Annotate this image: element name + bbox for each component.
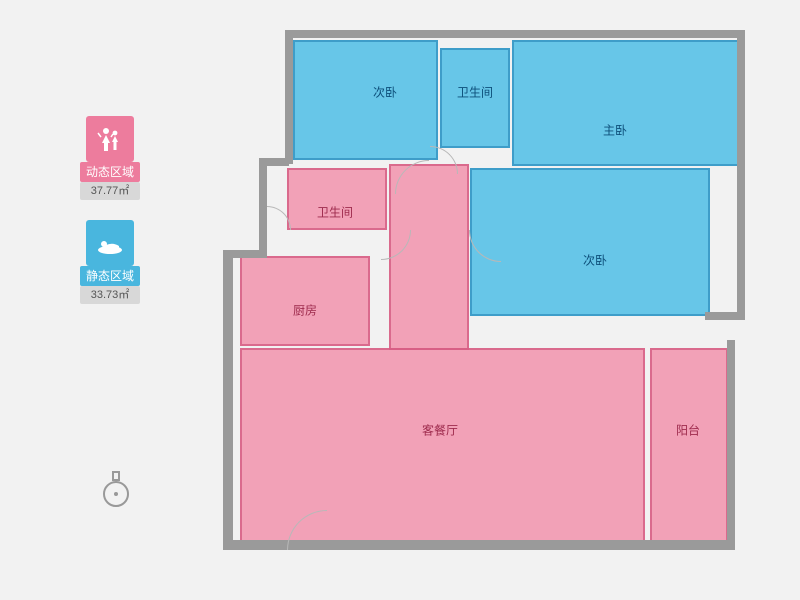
room-master — [512, 40, 742, 166]
wall-7 — [259, 160, 267, 258]
static-value: 33.73㎡ — [80, 286, 140, 304]
wall-9 — [285, 30, 293, 164]
dynamic-icon — [86, 116, 134, 162]
room-balcony — [650, 348, 728, 542]
room-sec-bedroom-1 — [293, 40, 438, 160]
wall-1 — [737, 30, 745, 320]
room-label-sec-bedroom-1: 次卧 — [373, 84, 397, 101]
static-label: 静态区域 — [80, 266, 140, 286]
wall-0 — [285, 30, 745, 38]
wall-2 — [705, 312, 745, 320]
door-1 — [430, 146, 458, 174]
static-icon — [86, 220, 134, 266]
dynamic-value: 37.77㎡ — [80, 182, 140, 200]
legend-dynamic: 动态区域 37.77㎡ — [78, 116, 142, 200]
room-label-bath-1: 卫生间 — [457, 84, 493, 101]
room-label-balcony: 阳台 — [676, 422, 700, 439]
sleep-icon — [95, 228, 125, 258]
room-label-kitchen: 厨房 — [293, 302, 317, 319]
compass-icon — [100, 470, 132, 502]
floorplan: 次卧卫生间主卧次卧卫生间厨房客餐厅阳台 — [225, 30, 760, 570]
legend-static: 静态区域 33.73㎡ — [78, 220, 142, 304]
room-label-master: 主卧 — [603, 122, 627, 139]
room-label-bath-2: 卫生间 — [317, 204, 353, 221]
wall-3 — [727, 340, 735, 550]
room-sec-bedroom-2 — [470, 168, 710, 316]
room-label-living: 客餐厅 — [422, 422, 458, 439]
dynamic-label: 动态区域 — [80, 162, 140, 182]
room-bath-2 — [287, 168, 387, 230]
wall-5 — [223, 250, 233, 548]
people-icon — [95, 124, 125, 154]
room-living — [240, 348, 645, 542]
legend-panel: 动态区域 37.77㎡ 静态区域 33.73㎡ — [78, 116, 142, 324]
room-label-sec-bedroom-2: 次卧 — [583, 252, 607, 269]
